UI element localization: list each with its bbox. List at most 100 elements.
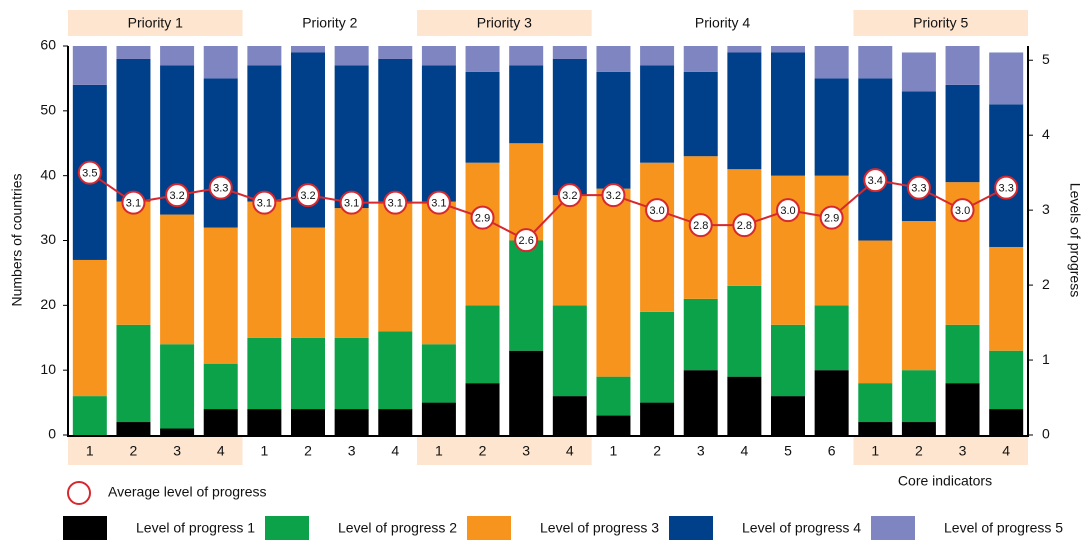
bar-segment — [640, 65, 675, 163]
average-marker — [296, 183, 320, 208]
average-label: 2.6 — [519, 235, 534, 247]
bar-segment — [116, 324, 151, 423]
bar-segment — [378, 331, 413, 410]
bar-segment — [640, 46, 675, 66]
average-label: 2.9 — [475, 213, 490, 225]
y-tick-label: 10 — [40, 361, 56, 377]
bar-segment — [596, 376, 631, 416]
average-marker — [645, 198, 670, 223]
bar-segment — [421, 46, 456, 66]
average-marker — [863, 168, 888, 193]
average-marker — [121, 190, 146, 215]
average-label: 2.8 — [737, 220, 752, 232]
bar-segment — [378, 46, 413, 59]
x-tick-label: 1 — [435, 443, 443, 459]
average-label: 3.1 — [257, 198, 272, 210]
average-label: 3.3 — [999, 183, 1014, 195]
average-marker — [470, 205, 495, 230]
average-label: 3.2 — [562, 190, 577, 202]
average-marker — [77, 160, 102, 185]
bar-segment — [989, 52, 1024, 105]
group-header-bg — [853, 10, 1028, 36]
y2-tick-label: 1 — [1042, 351, 1050, 367]
bar-segment — [247, 201, 282, 338]
bar-segment — [683, 46, 718, 72]
average-marker — [776, 198, 800, 223]
x-tick-label: 2 — [479, 443, 487, 459]
bar-segment — [72, 259, 107, 397]
bar-segment — [291, 337, 325, 410]
average-label: 3.1 — [388, 198, 403, 210]
x-tick-label: 1 — [86, 443, 94, 459]
x-tick-label: 3 — [522, 443, 530, 459]
bar-segment — [596, 46, 631, 72]
x-tick-label: 2 — [130, 443, 138, 459]
bar-segment — [203, 46, 238, 79]
average-marker — [601, 183, 626, 208]
x-tick-label: 5 — [784, 443, 792, 459]
bar-segment — [421, 201, 456, 345]
bar-segment — [727, 285, 762, 377]
bar-segment — [552, 396, 587, 435]
y-tick-label: 30 — [40, 231, 56, 247]
legend-swatch — [669, 516, 713, 540]
y2-tick-label: 2 — [1042, 276, 1050, 292]
bar-segment — [640, 311, 675, 403]
bar-segment — [334, 409, 369, 435]
x-tick-label: 3 — [348, 443, 356, 459]
bar-segment — [378, 201, 413, 332]
x-tick-label: 4 — [740, 443, 748, 459]
y2-tick-label: 0 — [1042, 426, 1050, 442]
x-tick-label: 3 — [959, 443, 967, 459]
average-label: 3.4 — [868, 175, 883, 187]
bar-segment — [334, 46, 369, 66]
x-tick-label: 4 — [566, 443, 574, 459]
bar-segment — [509, 65, 544, 144]
bar-segment — [509, 350, 544, 435]
x-tick-label: 1 — [610, 443, 618, 459]
y2-tick-label: 4 — [1042, 126, 1050, 142]
average-label: 3.2 — [300, 190, 315, 202]
bar-segment — [72, 46, 107, 85]
bar-segment — [858, 240, 893, 384]
bar-segment — [596, 71, 631, 189]
average-marker — [426, 190, 451, 215]
bar-segment — [945, 324, 980, 384]
bar-segment — [465, 162, 500, 306]
legend-label: Average level of progress — [108, 484, 267, 500]
group-label: Priority 5 — [913, 15, 968, 31]
bar-segment — [116, 201, 151, 325]
average-label: 3.1 — [126, 198, 141, 210]
bar-segment — [771, 396, 805, 435]
bar-segment — [116, 422, 151, 435]
bar-segment — [945, 84, 980, 183]
average-marker — [906, 175, 931, 200]
x-tick-label: 2 — [915, 443, 923, 459]
bar-segment — [203, 363, 238, 410]
bar-segment — [421, 65, 456, 202]
bar-segment — [727, 376, 762, 435]
x-tick-label: 6 — [828, 443, 836, 459]
bar-segment — [421, 344, 456, 403]
x-tick-label: 3 — [173, 443, 181, 459]
group-axis-bg — [853, 437, 1028, 465]
bar-segment — [203, 78, 238, 228]
average-label: 3.2 — [606, 190, 621, 202]
bar-segment — [683, 370, 718, 435]
y-tick-label: 40 — [40, 166, 56, 182]
group-header-bg — [68, 10, 243, 36]
bar-segment — [596, 415, 631, 435]
bar-segment — [989, 246, 1024, 351]
bar-segment — [378, 58, 413, 202]
bar-segment — [465, 305, 500, 384]
legend-swatch — [63, 516, 107, 540]
bar-segment — [771, 324, 805, 397]
bar-segment — [640, 402, 675, 435]
bar-segment — [465, 71, 500, 163]
average-marker — [208, 175, 233, 200]
bar-segment — [814, 46, 849, 79]
bar-segment — [160, 344, 195, 429]
legend-swatch — [265, 516, 309, 540]
average-label: 3.0 — [955, 205, 970, 217]
